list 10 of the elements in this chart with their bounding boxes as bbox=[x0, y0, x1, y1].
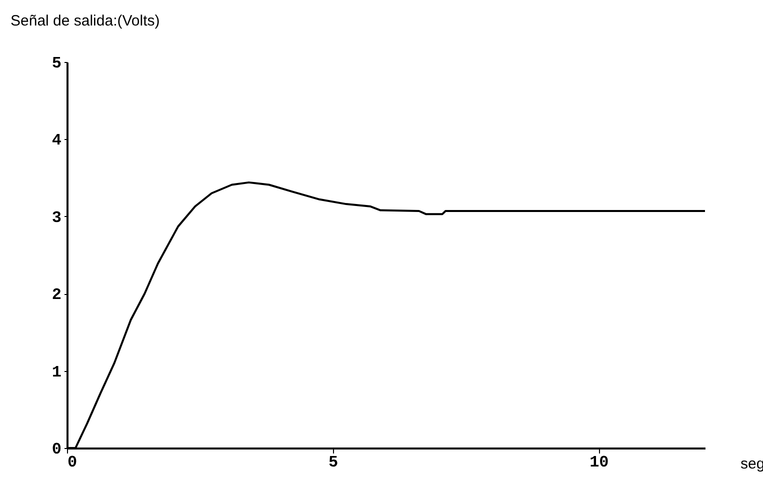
y-tick-label: 4 bbox=[52, 132, 62, 150]
y-tick-label: 5 bbox=[52, 54, 62, 72]
y-tick-label: 2 bbox=[52, 286, 62, 304]
x-tick-label: 5 bbox=[328, 454, 338, 472]
y-axis-title: Señal de salida:(Volts) bbox=[10, 12, 160, 30]
y-tick-label: 0 bbox=[52, 440, 62, 458]
x-tick-label: 10 bbox=[590, 454, 609, 472]
x-tick-label: 0 bbox=[68, 454, 78, 472]
y-tick-label: 3 bbox=[52, 208, 62, 227]
y-tick-label: 1 bbox=[52, 363, 62, 382]
